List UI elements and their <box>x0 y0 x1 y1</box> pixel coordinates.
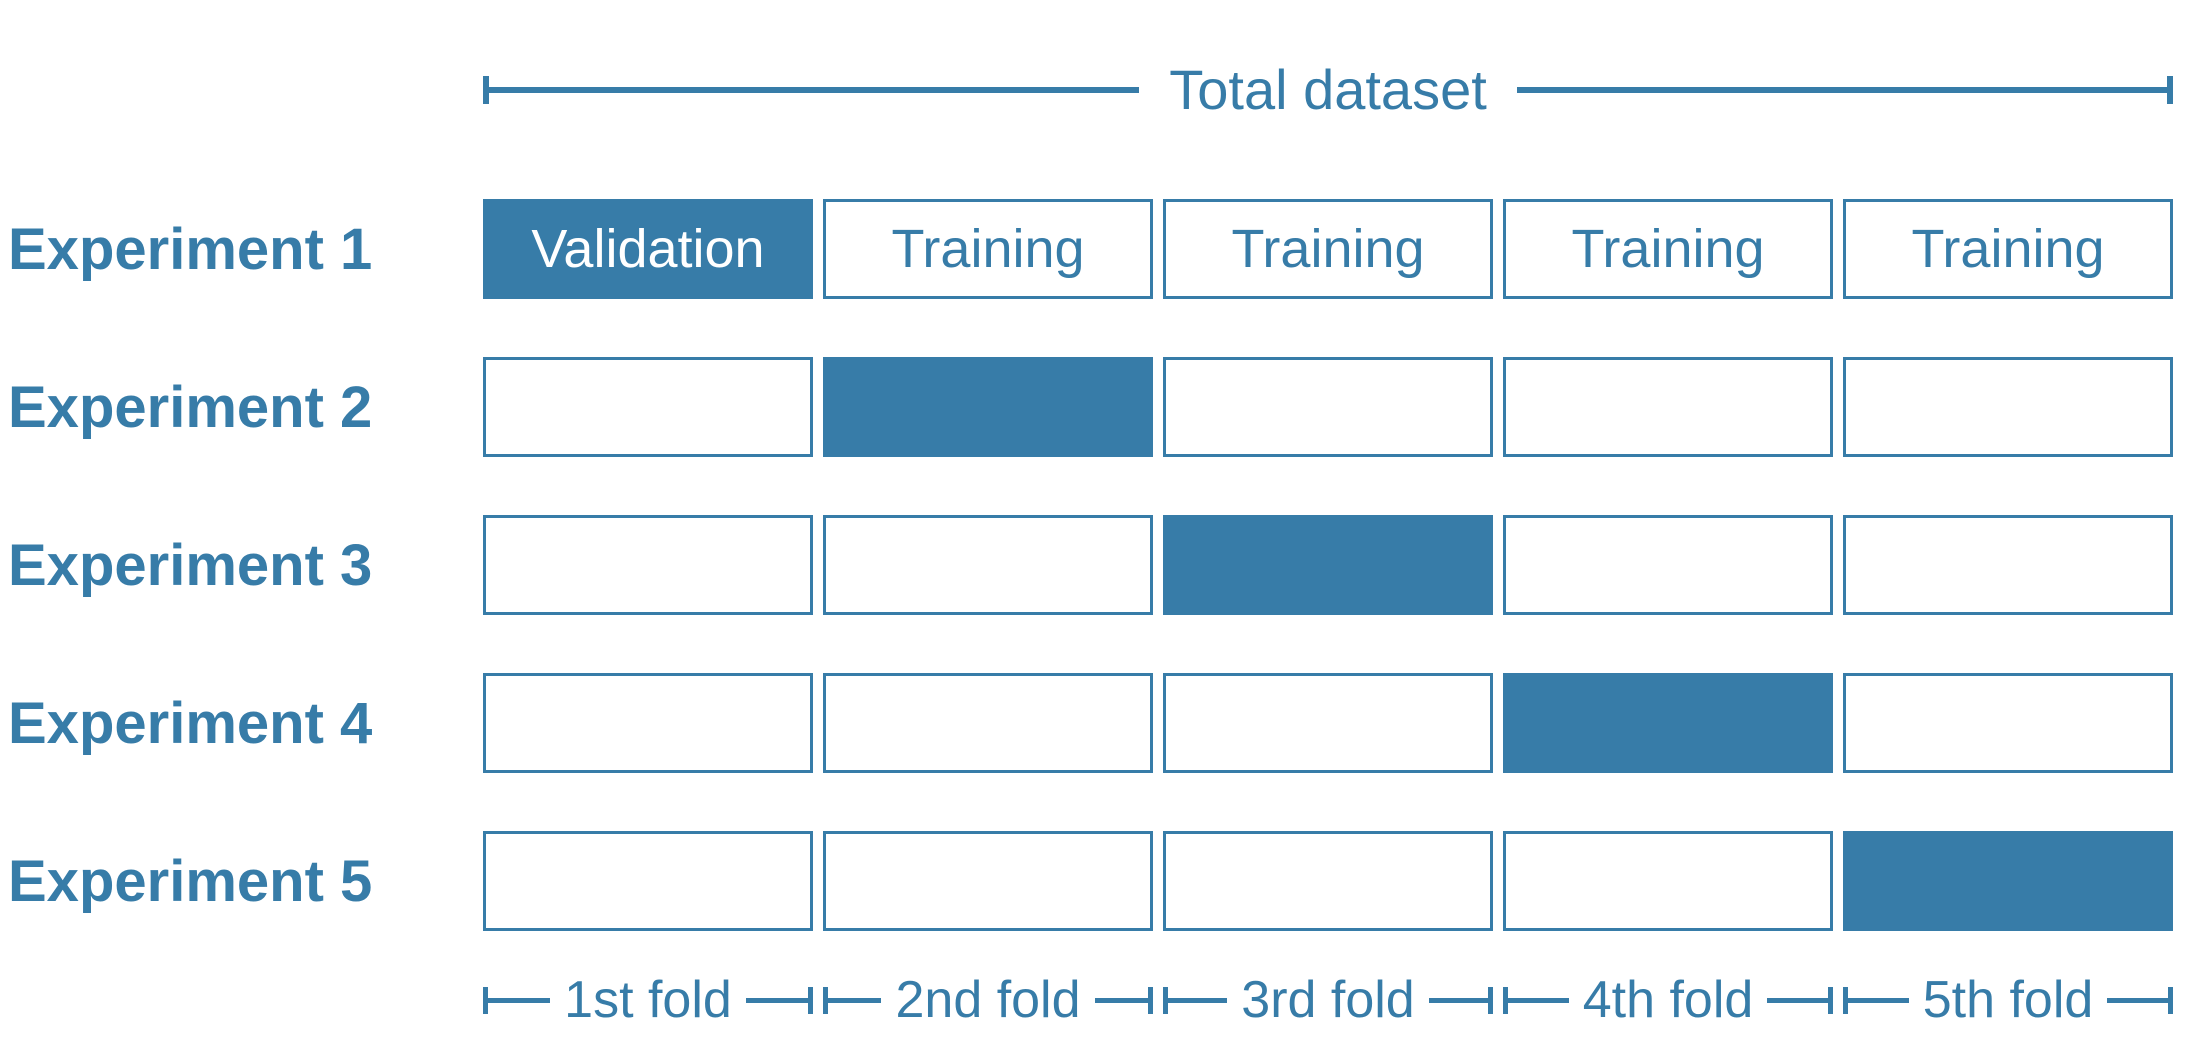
fold-tick-left <box>1843 986 1909 1014</box>
fold-bracket: 5th fold <box>1843 964 2174 1036</box>
total-dataset-line-left <box>483 76 1140 104</box>
validation-fold-cell: Validation <box>483 199 813 299</box>
training-fold-cell <box>1163 831 1493 931</box>
fold-label: 3rd fold <box>1241 971 1415 1029</box>
experiment-label: Experiment 5 <box>8 848 373 914</box>
fold-cells: Validation Training Training Training Tr… <box>483 199 2173 299</box>
training-fold-cell <box>823 515 1153 615</box>
experiment-row: Experiment 4 <box>8 673 2173 773</box>
experiment-row: Experiment 5 <box>8 831 2173 931</box>
training-fold-cell <box>1503 831 1833 931</box>
training-fold-cell: Training <box>1843 199 2173 299</box>
fold-bracket: 2nd fold <box>823 964 1154 1036</box>
experiment-row: Experiment 3 <box>8 515 2173 615</box>
training-fold-cell <box>823 831 1153 931</box>
fold-tick-left <box>1163 986 1228 1014</box>
total-dataset-label: Total dataset <box>1169 58 1487 121</box>
experiment-rows: Experiment 1 Validation Training Trainin… <box>8 199 2173 931</box>
training-fold-cell: Training <box>1503 199 1833 299</box>
fold-label: 2nd fold <box>895 971 1081 1029</box>
training-fold-cell <box>483 515 813 615</box>
fold-tick-left <box>483 986 551 1014</box>
fold-tick-right <box>745 986 814 1014</box>
fold-bracket: 3rd fold <box>1163 964 1494 1036</box>
fold-tick-right <box>2107 986 2174 1014</box>
experiment-label: Experiment 1 <box>8 216 373 282</box>
fold-tick-left <box>1503 986 1569 1014</box>
training-fold-cell <box>1503 357 1833 457</box>
fold-cells <box>483 673 2173 773</box>
fold-tick-right <box>1428 986 1494 1014</box>
training-fold-cell: Training <box>1163 199 1493 299</box>
experiment-row: Experiment 2 <box>8 357 2173 457</box>
training-fold-cell <box>1843 357 2173 457</box>
experiment-row: Experiment 1 Validation Training Trainin… <box>8 199 2173 299</box>
fold-label: 4th fold <box>1582 971 1754 1029</box>
validation-fold-cell <box>823 357 1153 457</box>
training-fold-cell <box>1503 515 1833 615</box>
total-dataset-line-right <box>1516 76 2174 104</box>
training-fold-cell <box>823 673 1153 773</box>
training-fold-cell <box>1843 673 2173 773</box>
training-fold-cell <box>1163 357 1493 457</box>
fold-cells <box>483 515 2173 615</box>
fold-cells <box>483 357 2173 457</box>
training-fold-cell <box>1163 673 1493 773</box>
training-fold-cell <box>483 357 813 457</box>
experiment-label: Experiment 3 <box>8 532 373 598</box>
fold-label: 5th fold <box>1922 971 2094 1029</box>
fold-tick-right <box>1094 986 1154 1014</box>
validation-fold-cell <box>1163 515 1493 615</box>
experiment-label: Experiment 4 <box>8 690 373 756</box>
validation-fold-cell <box>1503 673 1833 773</box>
training-fold-cell: Training <box>823 199 1153 299</box>
fold-cells <box>483 831 2173 931</box>
fold-scale: 1st fold 2nd fold 3rd fold 4th fold 5th … <box>483 964 2174 1036</box>
experiment-label: Experiment 2 <box>8 374 373 440</box>
fold-bracket: 4th fold <box>1503 964 1834 1036</box>
total-dataset-bracket: Total dataset <box>483 58 2174 122</box>
training-fold-cell <box>483 673 813 773</box>
training-fold-cell <box>1843 515 2173 615</box>
fold-bracket: 1st fold <box>483 964 814 1036</box>
fold-tick-left <box>823 986 882 1014</box>
fold-tick-right <box>1767 986 1834 1014</box>
validation-fold-cell <box>1843 831 2173 931</box>
training-fold-cell <box>483 831 813 931</box>
fold-label: 1st fold <box>564 971 732 1029</box>
